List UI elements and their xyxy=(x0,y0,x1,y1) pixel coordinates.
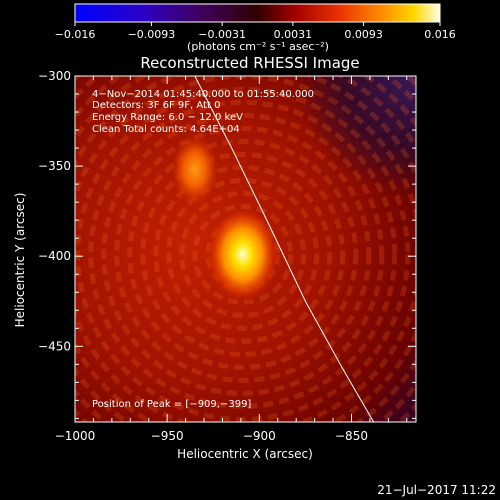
residual-ripple xyxy=(101,112,385,396)
colorbar-tick-label: −0.0031 xyxy=(198,28,246,41)
x-tick-label: −1000 xyxy=(55,429,96,443)
info-line-2: Detectors: 3F 6F 9F, Att 0 xyxy=(92,100,220,111)
colorbar xyxy=(74,3,441,23)
y-tick-label: −350 xyxy=(38,159,71,173)
residual-ripple xyxy=(114,125,372,383)
residual-ripple xyxy=(140,151,346,357)
residual-ripple xyxy=(127,138,359,370)
plot-frame xyxy=(74,75,417,423)
colorbar-tick-label: −0.016 xyxy=(55,28,96,41)
y-tick-label: −450 xyxy=(38,339,71,353)
y-tick-labels: −300 −350 −400 −450 xyxy=(38,69,71,353)
colorbar-tick-label: 0.0093 xyxy=(344,28,383,41)
timestamp: 21−Jul−2017 11:22 xyxy=(377,483,496,497)
residual-ripple xyxy=(75,86,411,422)
x-tick-label: −900 xyxy=(243,429,276,443)
colorbar-ticks xyxy=(74,22,441,26)
residual-ripple xyxy=(166,177,320,331)
info-line-4: Clean Total counts: 4.64E+04 xyxy=(92,124,240,135)
x-axis-label: Heliocentric X (arcsec) xyxy=(177,447,313,461)
colorbar-tick-label: 0.0031 xyxy=(274,28,313,41)
x-tick-labels: −1000 −950 −900 −850 xyxy=(55,429,368,443)
colorbar-tick-label: −0.0093 xyxy=(128,28,176,41)
x-tick-label: −950 xyxy=(151,429,184,443)
peak-position-label: Position of Peak = [−909,−399] xyxy=(92,399,251,410)
y-tick-label: −300 xyxy=(38,69,71,83)
colorbar-tick-labels: −0.016 −0.0093 −0.0031 0.0031 0.0093 0.016 xyxy=(55,28,456,41)
axis-ticks xyxy=(74,75,416,422)
residual-ripple xyxy=(179,190,307,318)
colorbar-units-label: (photons cm⁻² s⁻¹ asec⁻²) xyxy=(187,40,329,53)
residual-ripple xyxy=(153,164,333,344)
y-axis-label: Heliocentric Y (arcsec) xyxy=(13,193,27,328)
info-line-1: 4−Nov−2014 01:45:40.000 to 01:55:40.000 xyxy=(92,89,314,100)
info-line-3: Energy Range: 6.0 − 12.0 keV xyxy=(92,112,243,123)
colorbar-tick-label: 0.016 xyxy=(424,28,456,41)
chart-title: Reconstructed RHESSI Image xyxy=(140,54,359,72)
x-tick-label: −850 xyxy=(335,429,368,443)
hxr-source xyxy=(207,207,279,302)
residual-ripple xyxy=(88,99,398,409)
y-tick-label: −400 xyxy=(38,249,71,263)
solar-limb-line xyxy=(194,76,375,422)
residual-ripple xyxy=(192,203,294,305)
hxr-source xyxy=(171,134,219,206)
